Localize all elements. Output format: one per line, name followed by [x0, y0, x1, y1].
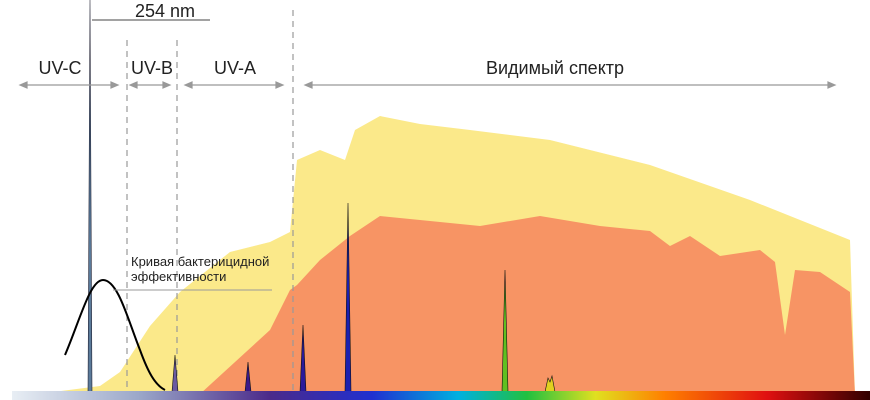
- curve-label: эффективности: [131, 269, 226, 284]
- band-label: Видимый спектр: [486, 58, 624, 78]
- band-label: UV-B: [131, 58, 173, 78]
- wavelength-label: 254 nm: [135, 1, 195, 21]
- band-arrows: [18, 81, 837, 89]
- bactericidal-curve: [64, 278, 166, 391]
- filtered-area: [110, 216, 855, 395]
- dashed-dividers: [126, 10, 294, 390]
- spectrum-bar: [12, 391, 870, 400]
- emission-lines: [87, 0, 556, 393]
- band-label: UV-C: [38, 58, 81, 78]
- band-label: UV-A: [214, 58, 256, 78]
- curve-label: Кривая бактерицидной: [131, 254, 269, 269]
